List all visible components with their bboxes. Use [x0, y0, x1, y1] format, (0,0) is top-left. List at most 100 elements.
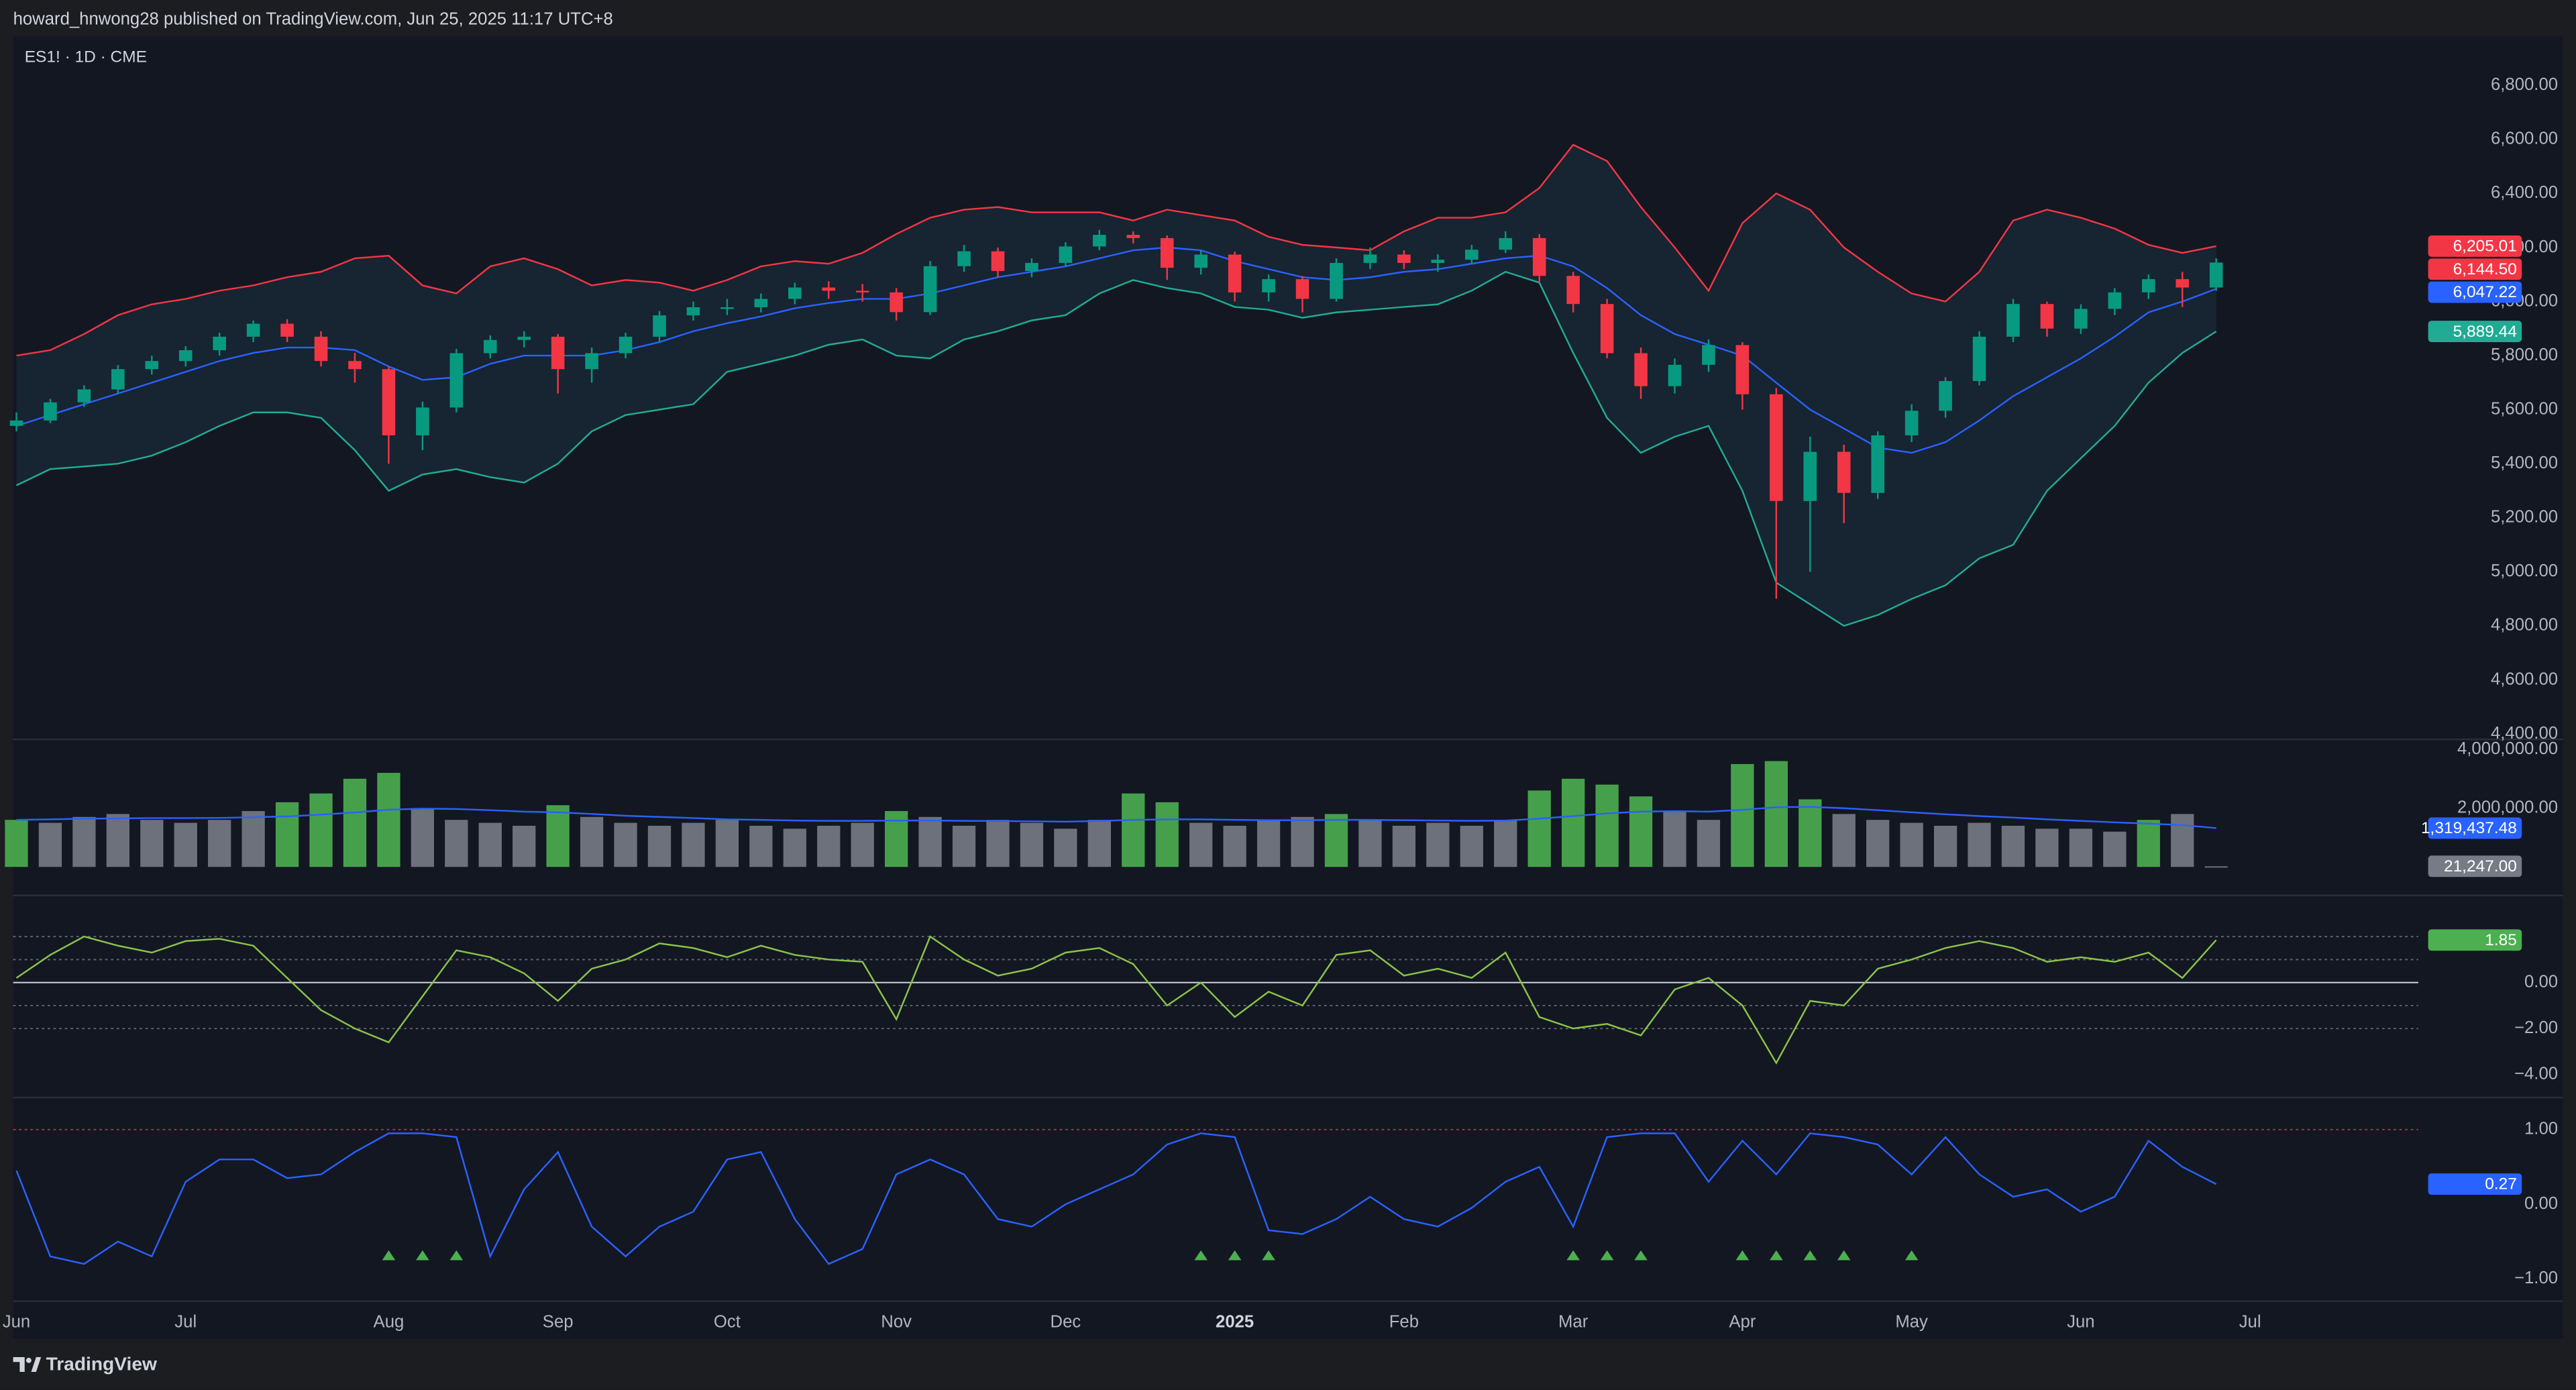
- candle-body: [2040, 304, 2054, 329]
- candle-body: [1871, 435, 1884, 493]
- volume-bar: [986, 820, 1010, 867]
- x-tick-label: Feb: [1389, 1312, 1419, 1331]
- logo: [13, 1356, 42, 1372]
- y-tick-label: 0.00: [2524, 972, 2558, 991]
- candle-body: [1093, 235, 1106, 247]
- volume-bar: [1358, 820, 1382, 867]
- signal-marker: [1194, 1250, 1208, 1261]
- candle-body: [1837, 451, 1851, 493]
- candle-body: [382, 369, 396, 435]
- x-tick-label: Dec: [1051, 1312, 1081, 1331]
- volume-bar: [411, 808, 435, 867]
- candle-body: [1972, 336, 1986, 381]
- candle-body: [1059, 246, 1073, 263]
- signal-marker: [1803, 1250, 1817, 1261]
- signal-marker: [1262, 1250, 1275, 1261]
- y-tick-label: 5,200.00: [2491, 508, 2558, 527]
- candle-body: [2006, 304, 2020, 337]
- candle-body: [44, 402, 57, 421]
- volume-bar: [5, 820, 28, 867]
- volume-bar: [174, 822, 197, 867]
- band-fill: [16, 144, 2216, 626]
- volume-bar: [72, 816, 96, 867]
- price-badge: [2428, 929, 2522, 951]
- candle-body: [517, 336, 531, 340]
- volume-bar: [1731, 763, 1754, 867]
- volume-bar: [1155, 802, 1179, 867]
- volume-bar: [1054, 828, 1077, 867]
- candle-body: [1431, 260, 1445, 263]
- candle-body: [1939, 380, 1952, 411]
- candle-body: [1194, 254, 1208, 268]
- volume-bar: [2035, 828, 2059, 867]
- volume-bar: [38, 822, 62, 867]
- price-badge: [2428, 321, 2522, 342]
- indicator-line: [15, 1132, 2217, 1265]
- price-badge: [2428, 281, 2522, 303]
- volume-bar: [1933, 825, 1957, 867]
- volume-bar: [580, 816, 604, 867]
- price-badge: [2428, 1173, 2522, 1195]
- moving-average: [16, 806, 2216, 829]
- volume-bar: [1663, 811, 1686, 867]
- x-tick-label: Aug: [374, 1312, 405, 1331]
- signal-marker: [1837, 1250, 1851, 1261]
- price-badge: [2428, 235, 2522, 257]
- candle-body: [416, 407, 429, 435]
- price-badge: [2428, 817, 2522, 839]
- volume-bar: [1494, 820, 1517, 867]
- candle-body: [890, 292, 903, 313]
- candle-body: [2176, 279, 2190, 288]
- volume-bar: [1020, 822, 1044, 867]
- candle-body: [2209, 262, 2223, 288]
- candle-body: [1566, 276, 1580, 305]
- price-badge: [2428, 258, 2522, 280]
- signal-marker: [416, 1250, 429, 1261]
- candle-body: [1160, 237, 1174, 268]
- y-tick-label: 5,000.00: [2491, 562, 2558, 580]
- volume-bar: [885, 811, 908, 867]
- volume-bar: [2137, 820, 2160, 867]
- volume-bar: [1291, 816, 1314, 867]
- candle-body: [923, 266, 937, 313]
- volume-bar: [1764, 761, 1788, 867]
- candle-body: [1735, 345, 1750, 394]
- band-line: [16, 246, 2217, 454]
- price-badge-label: 6,047.22: [2453, 283, 2517, 301]
- volume-bar: [1832, 814, 1856, 867]
- volume-bar: [783, 828, 806, 867]
- y-tick-label: −1.00: [2514, 1269, 2558, 1287]
- volume-bar: [1799, 799, 1822, 867]
- candle-body: [1025, 262, 1038, 272]
- volume-bar: [2001, 825, 2025, 867]
- candle-body: [178, 350, 193, 362]
- x-tick-label: Mar: [1558, 1312, 1589, 1331]
- candle-body: [1634, 353, 1648, 386]
- candle-body: [348, 361, 362, 370]
- candle-body: [1904, 411, 1919, 435]
- chart-title: ES1! · 1D · CME: [25, 48, 147, 66]
- pane: 0.00 −2.00 −4.00: [13, 935, 2558, 1083]
- candle-body: [754, 299, 768, 307]
- candle-body: [213, 336, 226, 351]
- pane: 1.00 0.00 −1.00: [13, 1120, 2558, 1287]
- volume-bar: [1629, 796, 1653, 867]
- volume-bar: [2204, 866, 2228, 868]
- volume-bar: [2069, 828, 2093, 867]
- candle-body: [2108, 292, 2122, 309]
- volume-bar: [2103, 831, 2127, 867]
- candle-body: [111, 369, 125, 390]
- volume-bar: [1900, 822, 1923, 867]
- volume-bar: [513, 825, 536, 867]
- volume-bar: [1392, 825, 1416, 867]
- volume-bar: [275, 802, 299, 867]
- signal-marker: [1904, 1250, 1919, 1261]
- x-tick-label: Jun: [3, 1312, 30, 1331]
- volume-bar: [1426, 822, 1450, 867]
- volume-bar: [952, 825, 976, 867]
- candle-body: [653, 315, 666, 337]
- candle-body: [855, 290, 869, 292]
- signal-marker: [1566, 1250, 1580, 1261]
- volume-bar: [817, 825, 841, 867]
